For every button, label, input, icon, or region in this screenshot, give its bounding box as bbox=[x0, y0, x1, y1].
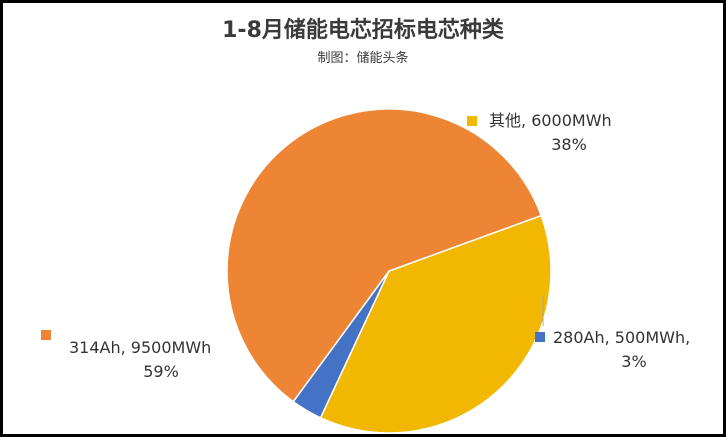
pie-slices bbox=[226, 108, 552, 434]
label-name-280ah: 280Ah bbox=[553, 328, 605, 347]
chart-title: 1-8月储能电芯招标电芯种类 bbox=[222, 17, 505, 43]
pie-slice-other bbox=[319, 214, 552, 434]
label-swatch-280ah bbox=[535, 332, 545, 342]
chart-subtitle: 制图：储能头条 bbox=[317, 50, 408, 66]
label-name-other: 其他 bbox=[489, 111, 521, 130]
pie-chart: 1-8月储能电芯招标电芯种类 制图：储能头条 其他, 6000MWh 38% 2… bbox=[41, 17, 690, 434]
pie-slice-314ah bbox=[226, 108, 543, 403]
label-swatch-314ah bbox=[41, 330, 51, 340]
label-percent-280ah: 3% bbox=[621, 352, 646, 371]
label-name-314ah: 314Ah bbox=[69, 338, 121, 357]
label-value-314ah: 9500MWh bbox=[131, 338, 211, 357]
svg-text:其他, 6000MWh: 其他, 6000MWh bbox=[489, 111, 612, 130]
svg-text:280Ah, 500MWh,: 280Ah, 500MWh, bbox=[553, 328, 690, 347]
data-label-314ah: 314Ah, 9500MWh 59% bbox=[41, 330, 211, 381]
label-percent-other: 38% bbox=[551, 135, 587, 154]
label-value-other: 6000MWh bbox=[531, 111, 611, 130]
svg-text:314Ah, 9500MWh: 314Ah, 9500MWh bbox=[69, 338, 211, 357]
label-value-280ah: 500MWh, bbox=[615, 328, 690, 347]
label-percent-314ah: 59% bbox=[143, 362, 179, 381]
label-swatch-other bbox=[467, 116, 477, 126]
data-label-280ah: 280Ah, 500MWh, 3% bbox=[535, 328, 690, 371]
data-label-other: 其他, 6000MWh 38% bbox=[467, 111, 612, 154]
